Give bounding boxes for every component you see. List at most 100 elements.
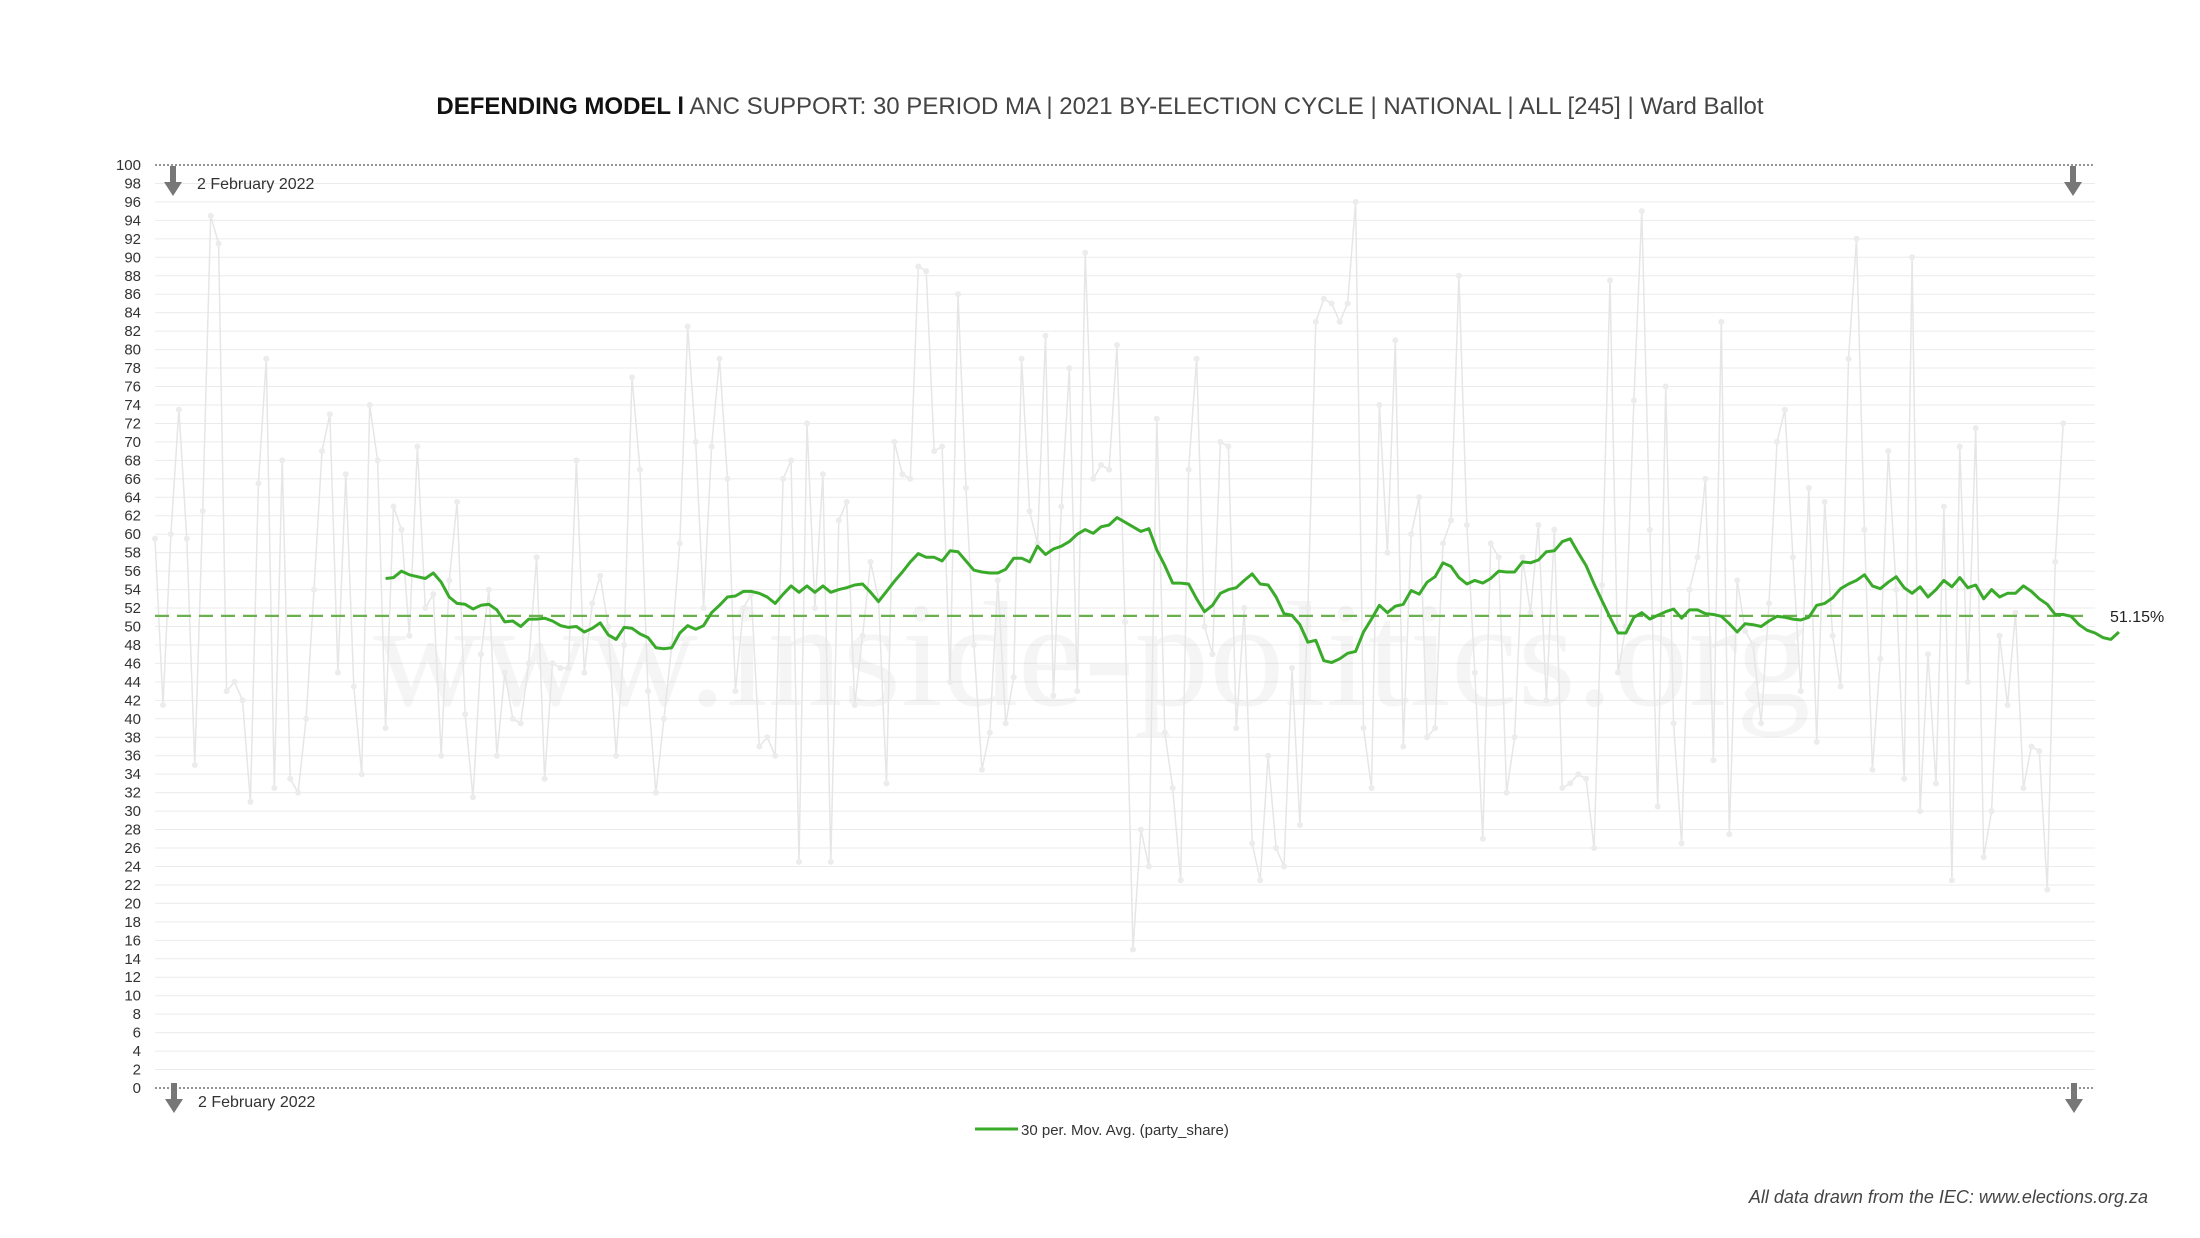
raw-point	[478, 651, 484, 658]
raw-point	[1615, 669, 1621, 676]
y-tick-label: 34	[124, 766, 141, 783]
raw-point	[1885, 448, 1892, 455]
raw-point	[1328, 300, 1335, 307]
y-tick-label: 20	[124, 895, 141, 912]
raw-point	[1137, 826, 1144, 833]
raw-point	[390, 503, 397, 510]
raw-point	[422, 605, 429, 611]
raw-point	[1177, 877, 1184, 884]
raw-point	[1463, 522, 1470, 528]
raw-point	[1766, 600, 1772, 607]
raw-point	[152, 535, 158, 542]
raw-point	[350, 683, 357, 690]
raw-point	[708, 443, 715, 450]
y-tick-label: 14	[124, 951, 141, 968]
raw-point	[1718, 318, 1725, 325]
raw-point	[1050, 692, 1057, 699]
raw-point	[1853, 235, 1860, 242]
raw-point	[247, 798, 254, 805]
raw-point	[1758, 720, 1765, 727]
raw-point	[493, 752, 500, 759]
raw-point	[780, 475, 787, 482]
raw-point	[1670, 720, 1677, 727]
raw-point	[891, 438, 898, 445]
raw-point	[1996, 632, 2003, 639]
raw-point	[2060, 420, 2067, 427]
raw-point	[1511, 734, 1518, 741]
y-tick-label: 38	[124, 729, 141, 746]
raw-point	[1948, 877, 1955, 884]
raw-point	[1877, 655, 1884, 662]
raw-point	[2020, 785, 2027, 791]
raw-point	[1519, 554, 1526, 561]
raw-point	[175, 406, 182, 413]
raw-point	[549, 660, 556, 667]
raw-point	[637, 466, 643, 473]
raw-point	[1662, 383, 1669, 390]
raw-point	[1098, 462, 1105, 468]
raw-point	[517, 720, 524, 727]
raw-point	[1225, 443, 1232, 450]
raw-point	[843, 498, 850, 505]
raw-point	[1440, 540, 1446, 547]
raw-point	[788, 457, 795, 464]
raw-point	[851, 702, 858, 708]
y-tick-label: 80	[124, 342, 141, 359]
bottom-date-label: 2 February 2022	[198, 1094, 316, 1111]
raw-point	[1726, 831, 1733, 838]
raw-point	[295, 789, 302, 796]
raw-point	[1869, 766, 1876, 773]
legend-label: 30 per. Mov. Avg. (party_share)	[1021, 1122, 1229, 1139]
raw-point	[1448, 517, 1454, 524]
raw-point	[223, 688, 230, 695]
watermark: www.inside-politics.org	[373, 572, 1810, 738]
raw-point	[1002, 720, 1009, 727]
raw-point	[835, 517, 842, 524]
raw-point	[334, 669, 341, 676]
y-tick-label: 72	[124, 415, 141, 432]
raw-point	[915, 263, 922, 270]
chart-title-rest: ANC SUPPORT: 30 PERIOD MA | 2021 BY-ELEC…	[684, 93, 1764, 120]
raw-point	[1654, 803, 1661, 810]
raw-point	[1933, 780, 1939, 787]
y-tick-label: 22	[124, 877, 141, 894]
raw-point	[470, 794, 476, 801]
raw-point	[1201, 623, 1208, 630]
raw-point	[1130, 946, 1136, 953]
raw-point	[231, 678, 238, 685]
raw-point	[970, 642, 977, 648]
raw-point	[366, 402, 373, 408]
raw-point	[1686, 586, 1693, 593]
y-tick-label: 48	[124, 637, 141, 654]
raw-point	[1289, 665, 1295, 671]
raw-point	[652, 789, 659, 796]
raw-point	[589, 600, 596, 607]
y-tick-label: 88	[124, 268, 141, 285]
raw-point	[2028, 743, 2035, 750]
raw-point	[2012, 609, 2019, 616]
raw-point	[986, 729, 993, 736]
y-tick-label: 50	[124, 619, 141, 636]
raw-point	[1917, 808, 1924, 815]
raw-point	[1964, 678, 1971, 685]
raw-point	[1861, 526, 1868, 533]
y-tick-label: 44	[124, 674, 141, 691]
raw-point	[1312, 318, 1319, 325]
raw-point	[1551, 526, 1558, 533]
raw-point	[557, 665, 564, 671]
y-tick-label: 56	[124, 563, 141, 580]
raw-point	[1630, 397, 1637, 404]
date-markers: 2 February 2022 2 February 2022	[164, 166, 2083, 1113]
raw-point	[1734, 577, 1741, 584]
raw-point	[303, 715, 310, 722]
average-label: 51.15%	[2110, 609, 2164, 626]
raw-point	[454, 498, 461, 505]
raw-point	[994, 577, 1001, 584]
moving-average-line	[385, 516, 2120, 664]
raw-point	[827, 858, 834, 865]
raw-point	[629, 374, 635, 381]
raw-point	[1296, 821, 1303, 828]
raw-point	[1567, 780, 1574, 787]
raw-point	[1082, 249, 1089, 256]
